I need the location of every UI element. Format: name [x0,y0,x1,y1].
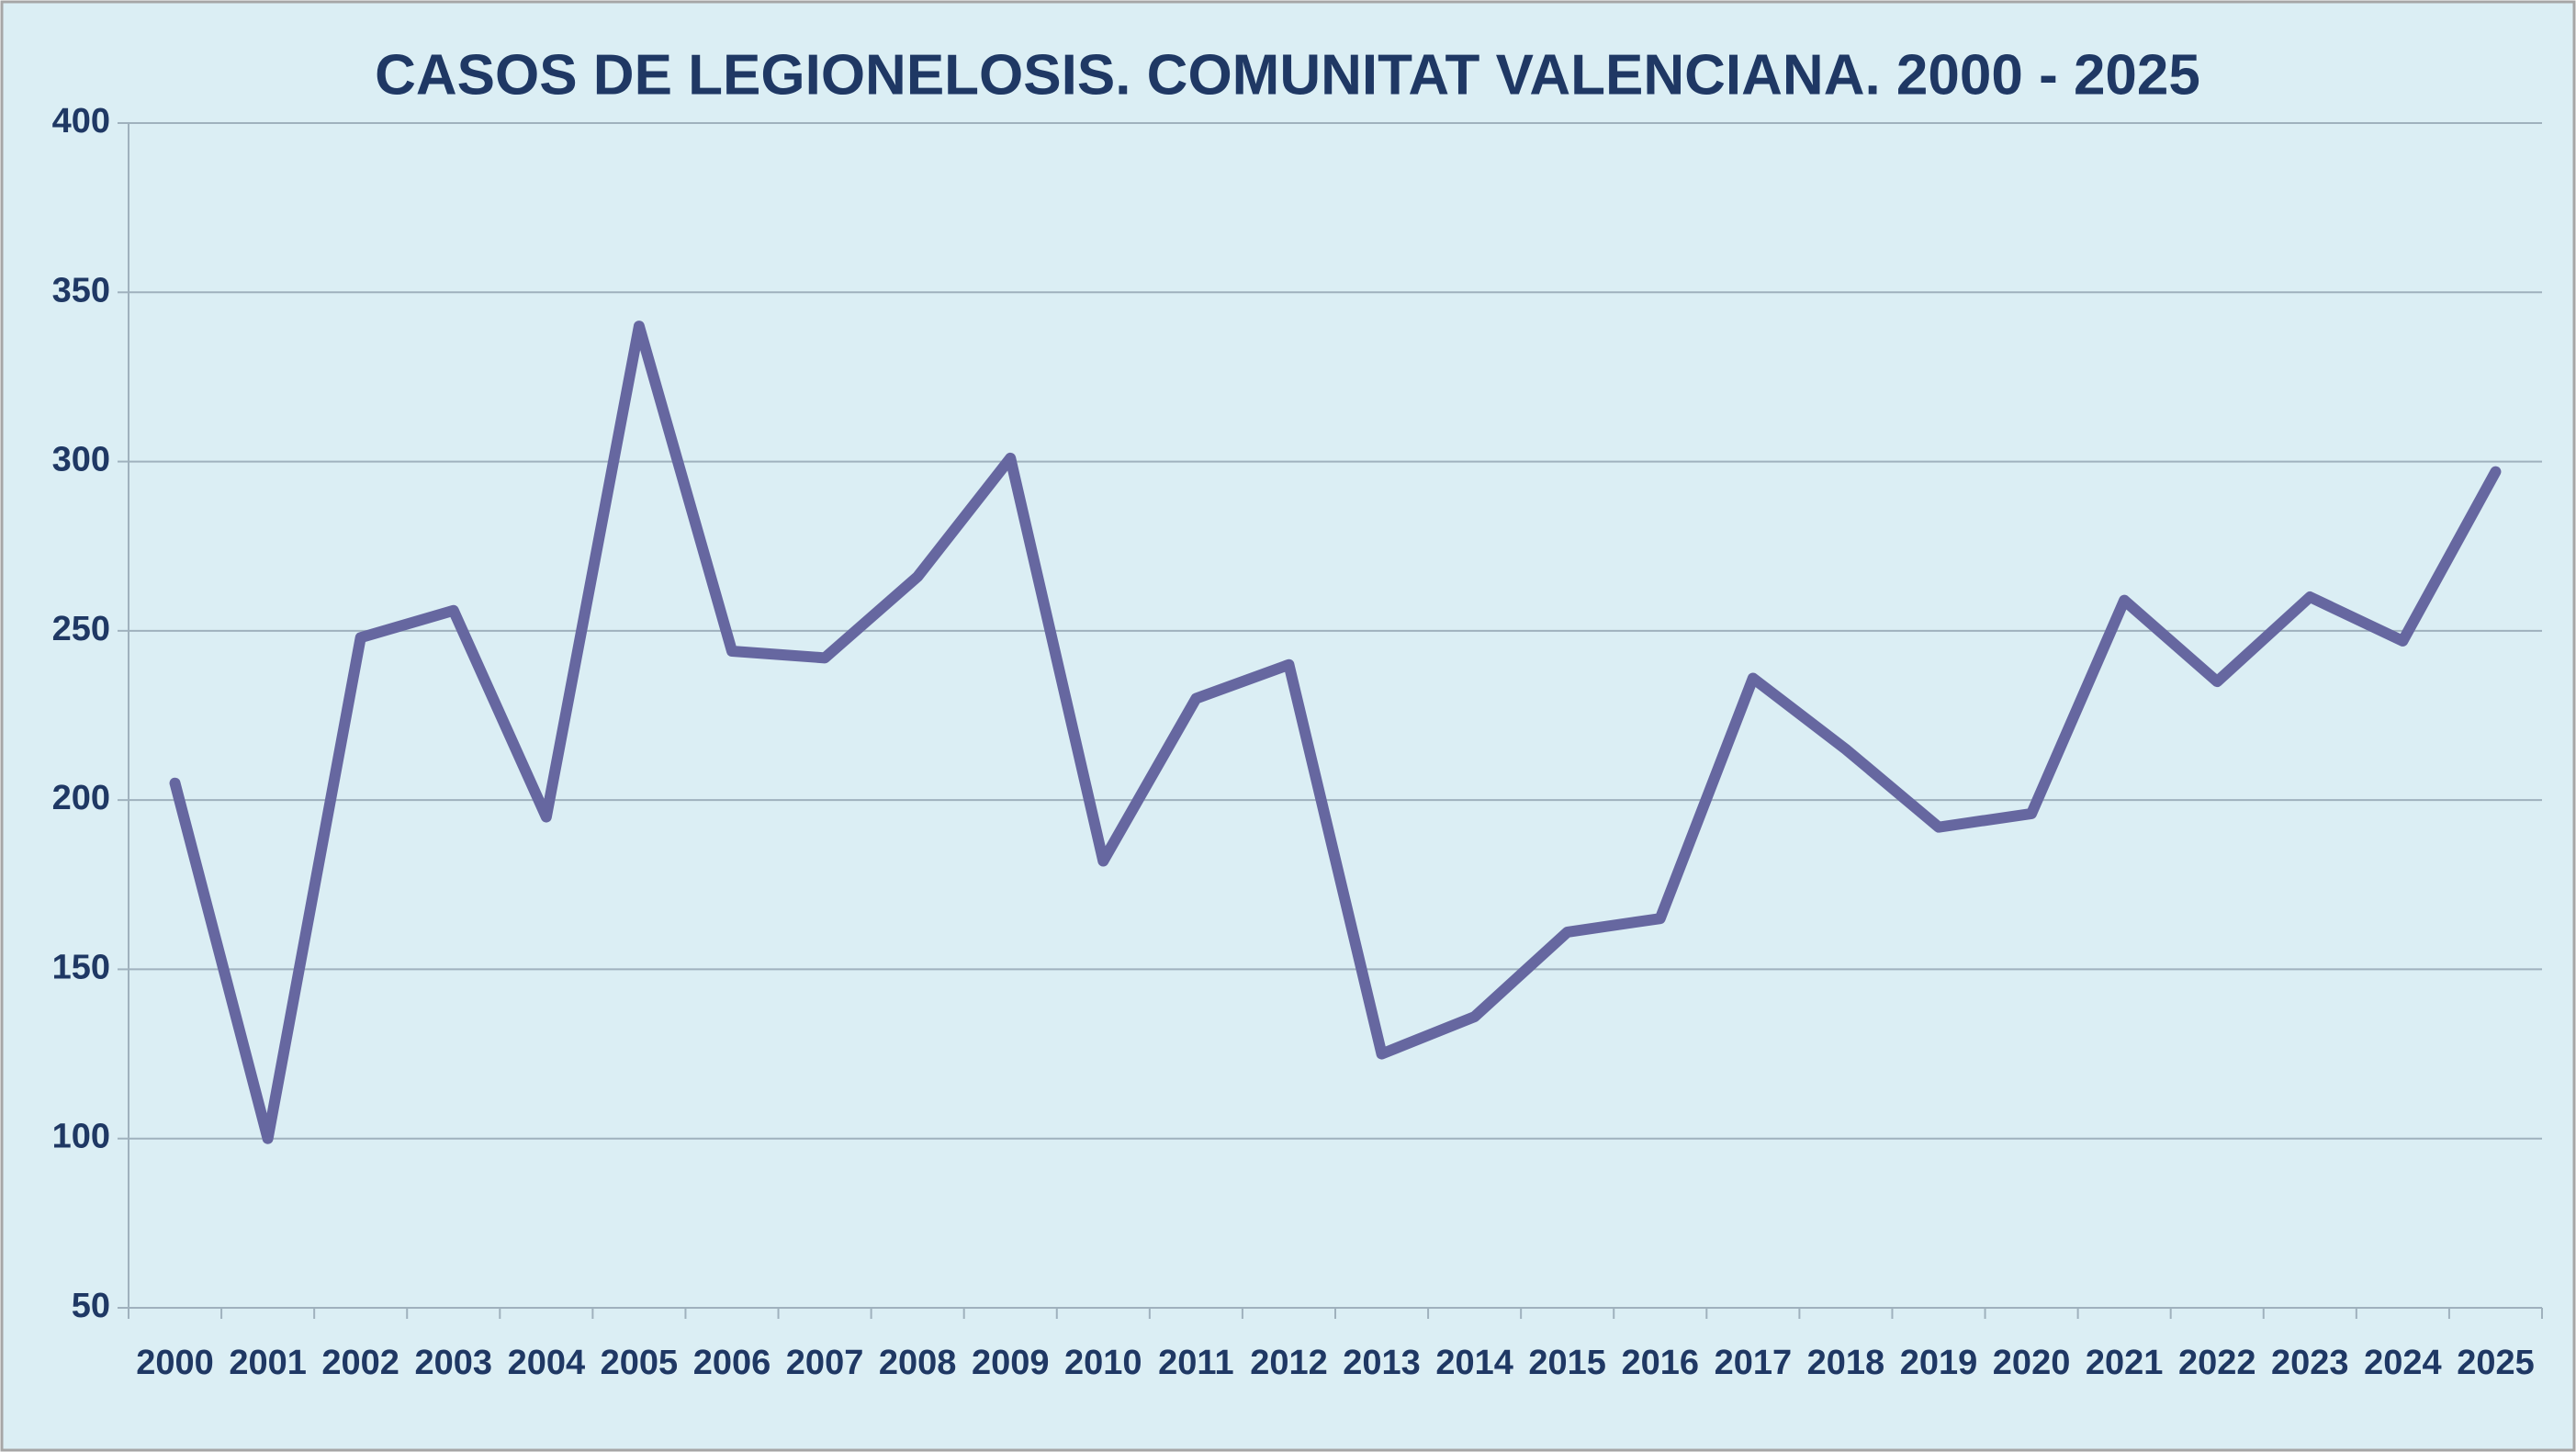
x-tick-label: 2021 [2086,1344,2164,1382]
x-tick-label: 2005 [601,1344,679,1382]
x-tick-label: 2023 [2271,1344,2349,1382]
y-tick-label: 400 [52,102,110,141]
x-tick-label: 2014 [1435,1344,1513,1382]
x-tick-label: 2015 [1528,1344,1606,1382]
x-tick-label: 2003 [414,1344,492,1382]
x-tick-label: 2018 [1807,1344,1885,1382]
x-tick-label: 2004 [508,1344,586,1382]
y-tick-label: 300 [52,441,110,479]
data-line [169,321,2502,1144]
y-tick-label: 150 [52,948,110,986]
x-tick-label: 2012 [1250,1344,1328,1382]
x-tick-label: 2016 [1621,1344,1699,1382]
x-tick-label: 2001 [229,1344,307,1382]
x-tick-label: 2020 [1993,1344,2071,1382]
y-tick-label: 250 [52,610,110,648]
x-tick-label: 2013 [1343,1344,1421,1382]
y-tick-label: 350 [52,271,110,310]
x-tick-label: 2007 [786,1344,864,1382]
y-tick-label: 100 [52,1118,110,1156]
x-tick-label: 2002 [321,1344,399,1382]
x-tick-label: 2008 [879,1344,957,1382]
y-tick-label: 50 [72,1287,110,1325]
x-tick-label: 2010 [1064,1344,1142,1382]
x-tick-label: 2024 [2364,1344,2442,1382]
x-tick-label: 2011 [1158,1344,1233,1382]
y-tick-label: 200 [52,779,110,817]
x-tick-label: 2022 [2178,1344,2256,1382]
x-tick-label: 2019 [1900,1344,1978,1382]
x-tick-label: 2009 [972,1344,1050,1382]
x-tick-label: 2006 [693,1344,771,1382]
x-tick-label: 2017 [1715,1344,1793,1382]
x-tick-label: 2000 [136,1344,214,1382]
chart-title: CASOS DE LEGIONELOSIS. COMUNITAT VALENCI… [375,43,2200,107]
x-tick-label: 2025 [2457,1344,2535,1382]
